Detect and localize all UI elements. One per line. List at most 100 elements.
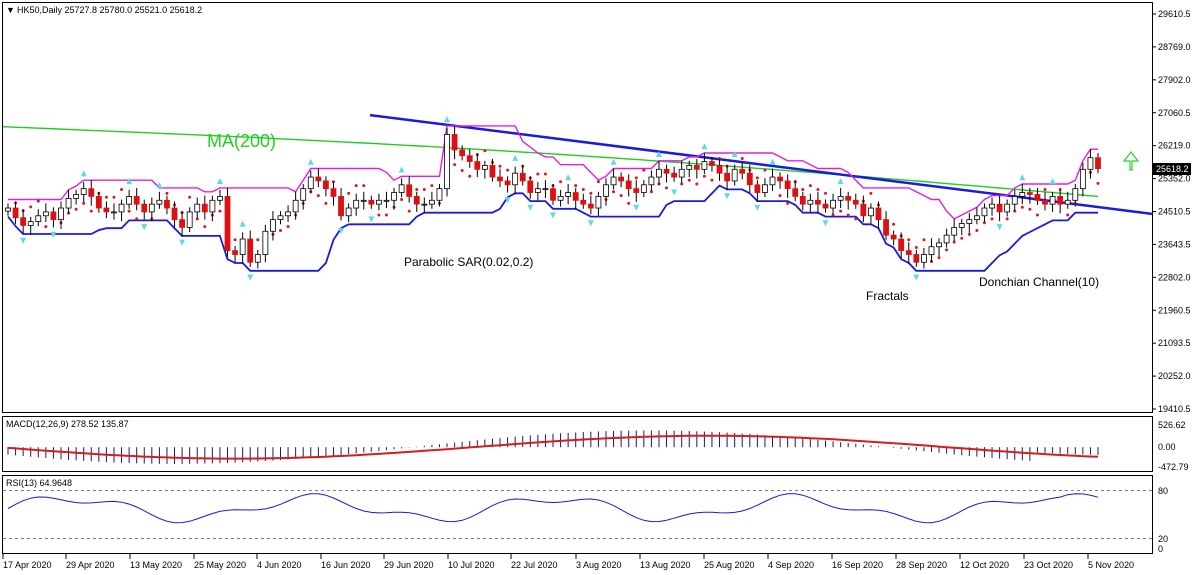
macd-tick-label: 0.00 [1158,442,1176,452]
sar-dot [680,182,684,186]
up-arrow-icon [1122,151,1140,171]
candle-up [1087,157,1094,170]
sar-dot [612,190,616,194]
candle-up [300,188,307,201]
sar-dot [74,207,78,211]
date-tick-label: 25 Aug 2020 [704,560,755,570]
donchian-lower [7,184,1098,272]
sar-dot [127,209,131,213]
sar-dot [816,187,820,191]
macd-histogram [7,430,1099,464]
candle-down [1095,157,1101,170]
fractal-up-icon [1049,178,1056,185]
candle-up [731,168,738,182]
fractal-up-icon [512,154,519,161]
sar-dot [1013,209,1017,213]
candle-up [1064,199,1071,205]
candle-down [497,176,503,182]
candle-down [754,184,761,193]
sar-dot [801,187,805,191]
sar-dot [135,217,139,221]
date-tick-label: 13 Aug 2020 [640,560,691,570]
date-tick-label: 29 Apr 2020 [66,560,115,570]
sar-dot [786,201,790,205]
candle-down [671,172,678,178]
macd-axis-ticks: 526.62 0.00 -472.79 [1158,420,1189,472]
candle-down [466,155,473,162]
candle-down [247,238,254,263]
candle-up [118,203,125,213]
fractal-down-icon [724,193,731,200]
sar-dot [1058,187,1062,191]
sar-dot [460,168,464,172]
candle-up [1079,168,1086,190]
candle-down [587,203,594,209]
sar-dot [1028,207,1032,211]
candle-down [799,196,806,205]
sar-dot [710,178,714,182]
sar-dot [543,172,547,176]
price-tick-label: 22802.0 [1158,272,1191,282]
fractal-up-icon [156,182,163,189]
sar-dot [89,209,93,213]
sar-dot [362,184,366,188]
date-tick-label: 4 Sep 2020 [768,560,814,570]
candle-down [133,196,140,205]
candle-up [678,168,685,178]
sar-dot [990,217,994,221]
sar-dot [831,213,835,217]
fractal-down-icon [587,220,594,227]
sar-dot [581,187,585,191]
rsi-axis-ticks: 80 200 [1158,486,1168,554]
sar-dot [286,225,290,229]
price-tick-label: 27902.0 [1158,75,1191,85]
ma200-line [2,126,1099,198]
sar-dot [559,180,563,184]
candle-up [376,199,382,205]
candle-up [512,172,519,186]
fractal-down-icon [338,228,345,235]
sar-dot [627,201,631,205]
price-tick-label: 24510.5 [1158,207,1191,217]
price-panel [2,2,1153,413]
date-tick-label: 12 Oct 2020 [960,560,1009,570]
fractal-down-icon [504,197,511,204]
candle-down [746,172,753,186]
candle-up [428,199,435,205]
candle-down [12,207,19,219]
sar-dot [922,238,926,242]
price-tick-label: 27060.5 [1158,108,1191,118]
fractal-up-icon [444,116,451,123]
sar-dot [574,184,578,188]
fractal-up-icon [837,178,844,185]
candle-down [406,184,413,197]
fractal-down-icon [996,224,1003,231]
sar-dot [755,176,759,180]
candle-up [73,194,80,199]
fractal-down-icon [550,212,556,219]
date-tick-label: 16 Jun 2020 [321,560,371,570]
date-tick-label: 17 Apr 2020 [3,560,52,570]
candle-down [777,176,783,182]
fractals-annotation: Fractals [866,289,909,303]
macd-signal [7,434,1099,460]
fractal-down-icon [913,274,920,281]
candle-up [656,168,662,178]
rsi-panel [2,475,1153,554]
sar-dot [907,238,911,242]
candle-down [527,180,534,193]
candle-up [921,254,927,263]
sar-dot [165,191,169,195]
macd-tick-label: 526.62 [1158,420,1186,430]
chart-collapse-icon[interactable]: ▼ [6,5,15,15]
candle-down [898,238,905,252]
candle-down [519,172,526,182]
sar-dot [665,186,669,190]
fractal-up-icon [216,178,223,185]
candle-down [201,203,208,213]
candle-up [65,197,72,209]
candle-down [368,199,375,205]
candle-down [103,207,110,213]
fractal-down-icon [633,204,640,211]
price-tick-label: 19410.5 [1158,404,1191,414]
